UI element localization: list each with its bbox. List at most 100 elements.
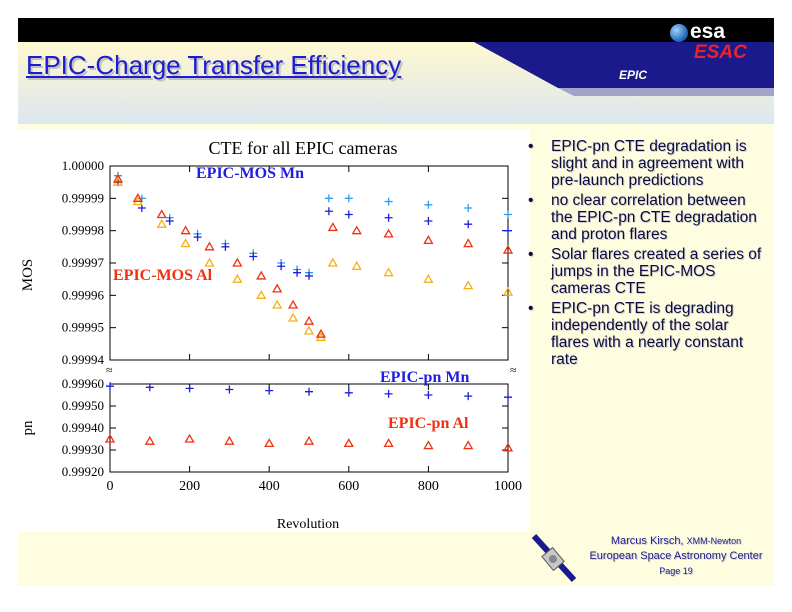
data-point: [504, 393, 512, 402]
data-point: [287, 312, 299, 322]
data-point: [193, 233, 202, 242]
bullet-dot-icon: •: [528, 138, 534, 155]
data-point: [464, 204, 473, 213]
data-point: [256, 290, 267, 299]
data-point: [324, 194, 333, 203]
section-label: EPIC: [619, 68, 648, 82]
y-tick-label: 0.99995: [62, 320, 104, 335]
x-tick-label: 400: [259, 479, 280, 494]
y-tick-label: 0.99996: [62, 287, 105, 302]
data-point: [272, 299, 283, 309]
data-point: [351, 260, 362, 270]
bullet-list: • EPIC-pn CTE degradation is slight and i…: [526, 138, 770, 371]
data-point: [424, 391, 433, 399]
bullet-dot-icon: •: [528, 246, 534, 263]
data-point: [344, 194, 353, 203]
bullet-text: EPIC-pn CTE is degrading independently o…: [551, 300, 744, 368]
data-point: [464, 392, 473, 401]
data-point: [423, 273, 434, 283]
satellite-icon: [531, 533, 577, 583]
data-point: [502, 442, 514, 452]
y-tick-label: 0.99950: [62, 398, 104, 413]
page-title: EPIC-Charge Transfer Efficiency: [26, 50, 402, 80]
data-point: [137, 204, 146, 213]
series-label-mos-mn: EPIC-MOS Mn: [196, 165, 304, 182]
data-point: [463, 238, 474, 248]
y-tick-label: 0.99960: [62, 376, 104, 391]
x-axis-label: Revolution: [277, 517, 339, 532]
data-point: [504, 226, 512, 235]
data-point: [463, 440, 474, 450]
data-point: [277, 262, 286, 271]
data-point: [383, 228, 394, 238]
footer-org: European Space Astronomy Center: [589, 550, 763, 562]
data-point: [463, 280, 474, 290]
data-point: [293, 268, 302, 277]
chart-title: CTE for all EPIC cameras: [209, 138, 398, 158]
data-point: [303, 435, 315, 445]
slide: EPIC-Charge Transfer Efficiency EPIC esa…: [18, 18, 774, 586]
y-tick-label: 1.00000: [62, 158, 104, 173]
data-point: [185, 384, 194, 393]
data-point: [287, 299, 299, 309]
data-point: [165, 216, 174, 225]
data-point: [324, 207, 333, 216]
data-point: [204, 241, 215, 251]
bullet-item: • Solar flares created a series of jumps …: [526, 246, 770, 297]
data-point: [504, 210, 512, 219]
data-point: [383, 267, 394, 277]
data-point: [224, 435, 235, 445]
bullet-item: • EPIC-pn CTE is degrading independently …: [526, 300, 770, 368]
data-point: [225, 385, 234, 394]
y-tick-label: 0.99994: [62, 352, 105, 367]
esa-logo: esa ESAC: [668, 20, 760, 68]
series-label-mos-al: EPIC-MOS Al: [113, 267, 213, 284]
data-point: [502, 244, 514, 254]
data-point: [423, 235, 434, 245]
data-point: [303, 325, 315, 335]
data-point: [204, 257, 215, 267]
y-tick-label: 0.99998: [62, 223, 104, 238]
data-point: [180, 238, 191, 248]
data-point: [384, 213, 393, 222]
y-tick-label: 0.99997: [62, 255, 105, 270]
data-point: [145, 383, 154, 392]
data-point: [144, 435, 155, 445]
bullet-dot-icon: •: [528, 192, 534, 209]
data-point: [327, 257, 339, 267]
data-point: [424, 200, 433, 209]
data-point: [232, 273, 243, 283]
series-label-pn-mn: EPIC-pn Mn: [380, 369, 469, 386]
plot-frame: [109, 165, 509, 361]
data-point: [106, 382, 114, 391]
logo-esac-text: ESAC: [694, 42, 747, 63]
data-point: [249, 252, 258, 261]
bullet-text: Solar flares created a series of jumps i…: [551, 246, 762, 297]
data-point: [256, 270, 267, 280]
y-tick-label: 0.99920: [62, 464, 104, 479]
data-point: [265, 386, 274, 395]
data-point: [132, 193, 143, 202]
data-point: [184, 433, 195, 443]
axis-break-mark: ≈: [106, 363, 113, 377]
data-point: [112, 173, 124, 183]
top-bar: [18, 18, 774, 42]
data-point: [464, 220, 473, 229]
y-axis-label-mos: MOS: [20, 259, 36, 292]
footer-name: Marcus Kirsch,: [610, 535, 684, 547]
data-point: [305, 387, 313, 396]
data-point: [180, 225, 191, 235]
x-tick-label: 600: [338, 479, 359, 494]
footer-affiliation: XMM-Newton: [686, 536, 742, 546]
page-number: Page 19: [659, 566, 693, 576]
data-point: [272, 283, 283, 293]
data-point: [264, 438, 275, 448]
y-axis-label-pn: pn: [20, 420, 36, 436]
header-decoration: [474, 42, 774, 96]
data-point: [221, 242, 230, 251]
data-point: [156, 218, 167, 228]
axis-break-mark: ≈: [510, 363, 517, 377]
logo-esa-text: esa: [690, 20, 726, 43]
data-point: [104, 433, 116, 443]
data-point: [156, 209, 167, 219]
